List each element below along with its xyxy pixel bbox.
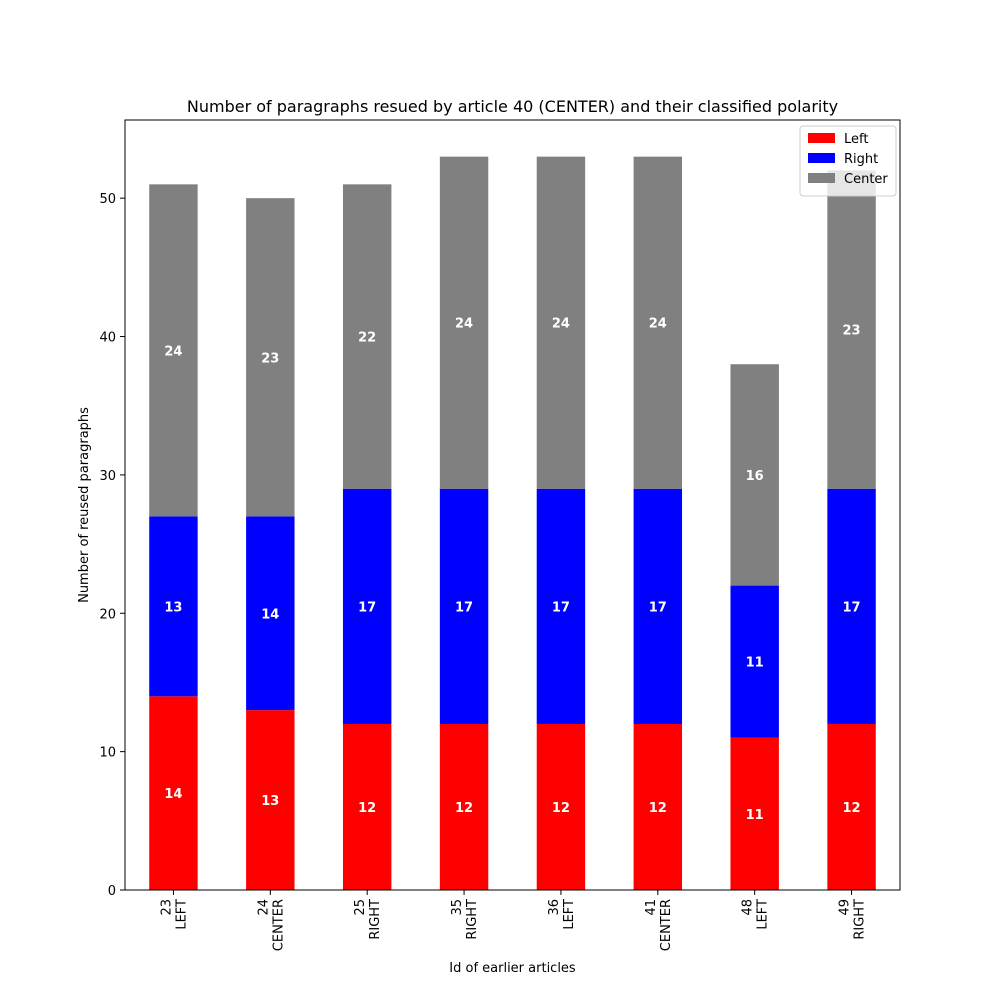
data-label-center-23: 24 [164,344,182,359]
x-tick-label-line: 35 [450,899,465,916]
bar-center-35 [439,156,489,489]
y-tick-label: 0 [108,884,116,899]
y-tick-label: 40 [99,331,116,346]
data-label-right-24: 14 [261,607,279,622]
x-tick-label-line: 41 [644,899,659,916]
bar-center-25 [342,184,392,489]
x-tick-label-line: LEFT [562,899,577,930]
data-label-center-24: 23 [261,351,279,366]
data-label-center-35: 24 [455,317,473,332]
bar-center-24 [246,198,295,517]
y-tick-label: 50 [99,192,116,207]
data-label-left-48: 11 [746,808,764,823]
y-axis-label: Number of reused paragraphs [77,407,92,603]
x-axis-label: Id of earlier articles [449,961,576,976]
x-tick-label-line: 36 [547,899,562,916]
x-tick-label-23: 23 LEFT [159,899,189,930]
x-tick-label-24: 24 CENTER [256,899,286,951]
legend-swatch-center [808,173,835,183]
data-label-left-36: 12 [552,801,570,816]
data-label-right-25: 17 [358,600,376,615]
bar-right-25 [342,488,392,724]
bar-center-49 [827,170,876,489]
data-label-left-49: 12 [843,801,861,816]
data-label-left-35: 12 [455,801,473,816]
data-label-center-48: 16 [746,469,764,484]
x-tick-label-35: 35 RIGHT [450,899,480,940]
x-tick-label-36: 36 LEFT [547,899,577,930]
data-label-right-48: 11 [746,656,764,671]
bar-right-23 [149,516,198,697]
x-tick-label-49: 49 RIGHT [838,899,868,940]
legend-swatch-right [808,153,835,163]
x-tick-label-25: 25 RIGHT [353,899,383,940]
data-label-center-49: 23 [843,324,861,339]
bar-right-49 [827,488,876,724]
bar-center-23 [149,184,198,517]
bar-left-24 [246,710,295,890]
x-tick-label-line: LEFT [174,899,189,930]
bar-center-41 [633,156,683,489]
x-tick-label-line: 48 [741,899,756,916]
data-label-center-25: 22 [358,331,376,346]
data-label-right-36: 17 [552,600,570,615]
bar-right-36 [536,488,586,724]
x-tick-label-line: 25 [353,899,368,916]
data-label-center-41: 24 [649,317,667,332]
x-tick-label-line: 49 [838,899,853,916]
bar-right-35 [439,488,489,724]
bar-center-48 [730,364,779,586]
data-label-right-35: 17 [455,600,473,615]
bar-left-25 [342,723,392,890]
y-tick-label: 20 [99,607,116,622]
bar-left-23 [149,696,198,890]
bar-center-36 [536,156,586,489]
data-label-center-36: 24 [552,317,570,332]
y-tick-label: 30 [99,469,116,484]
chart-title: Number of paragraphs resued by article 4… [187,97,838,116]
legend-label-left: Left [844,132,868,147]
bar-right-48 [730,585,779,738]
x-tick-label-line: CENTER [659,899,674,951]
bar-right-41 [633,488,683,724]
bar-left-35 [439,723,489,890]
legend-label-center: Center [844,172,888,187]
data-label-left-24: 13 [261,794,279,809]
x-tick-label-line: 24 [256,899,271,916]
x-tick-label-line: CENTER [271,899,286,951]
x-tick-label-line: RIGHT [465,899,480,940]
data-label-right-41: 17 [649,600,667,615]
x-tick-label-line: 23 [159,899,174,916]
x-tick-label-41: 41 CENTER [644,899,674,951]
legend-label-right: Right [844,152,878,167]
bar-left-41 [633,723,683,890]
x-tick-label-48: 48 LEFT [741,899,771,930]
legend-swatch-left [808,133,835,143]
bar-left-49 [827,723,876,890]
x-tick-label-line: LEFT [756,899,771,930]
plot-frame [124,119,901,891]
data-label-right-49: 17 [843,600,861,615]
bar-left-36 [536,723,586,890]
data-label-left-41: 12 [649,801,667,816]
data-label-left-23: 14 [164,787,182,802]
bar-left-48 [730,737,779,890]
y-axis-label-group: Number of reused paragraphs [77,407,92,603]
data-label-left-25: 12 [358,801,376,816]
x-tick-label-line: RIGHT [368,899,383,940]
data-label-right-23: 13 [164,600,182,615]
y-tick-label: 10 [99,746,116,761]
x-tick-label-line: RIGHT [853,899,868,940]
bar-right-24 [246,516,295,711]
